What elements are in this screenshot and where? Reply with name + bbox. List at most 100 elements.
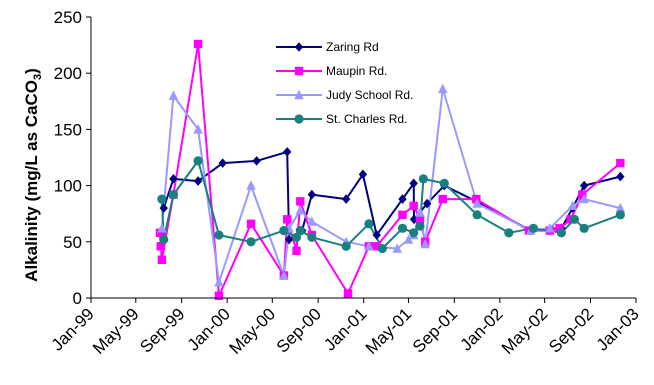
- data-point-judy-school-rd: [157, 223, 167, 233]
- data-point-zaring-rd: [218, 158, 227, 168]
- data-point-zaring-rd: [579, 180, 589, 191]
- x-tick-label: May-02: [498, 304, 552, 358]
- data-point-maupin-rd: [398, 210, 407, 220]
- data-point-st-charles-rd: [159, 234, 169, 245]
- data-point-maupin-rd: [296, 197, 305, 206]
- data-point-zaring-rd: [372, 230, 381, 240]
- data-point-zaring-rd: [283, 147, 292, 157]
- data-point-maupin-rd: [155, 228, 165, 238]
- data-point-st-charles-rd: [377, 243, 387, 254]
- data-point-zaring-rd: [252, 156, 261, 166]
- data-point-maupin-rd: [438, 194, 447, 204]
- data-point-st-charles-rd: [279, 225, 289, 236]
- data-point-zaring-rd: [616, 171, 625, 182]
- legend-marker-st-charles-rd: [294, 114, 304, 124]
- series-line-st-charles-rd: [160, 159, 621, 250]
- data-point-judy-school-rd: [545, 223, 555, 233]
- data-point-st-charles-rd: [307, 232, 317, 242]
- series-line-maupin-rd: [159, 43, 621, 297]
- legend-label-judy-school-rd: Judy School Rd.: [326, 88, 413, 102]
- data-point-st-charles-rd: [214, 230, 224, 240]
- data-point-judy-school-rd: [392, 243, 403, 253]
- data-point-judy-school-rd: [472, 198, 482, 208]
- data-point-judy-school-rd: [437, 83, 448, 94]
- data-point-st-charles-rd: [168, 189, 179, 200]
- x-tick-label: Sep-01: [409, 304, 461, 356]
- data-point-st-charles-rd: [528, 223, 539, 233]
- legend-marker-maupin-rd: [294, 66, 304, 76]
- legend-label-maupin-rd: Maupin Rd.: [326, 64, 387, 78]
- data-point-zaring-rd: [307, 189, 317, 200]
- legend: Zaring Rd Maupin Rd. Judy School Rd. St. Ch…: [276, 40, 413, 126]
- data-point-st-charles-rd: [579, 223, 589, 233]
- y-tick-label: 250: [54, 8, 82, 27]
- y-tick-label: 150: [54, 120, 82, 139]
- data-point-zaring-rd: [159, 203, 168, 213]
- data-point-judy-school-rd: [579, 193, 589, 204]
- data-point-maupin-rd: [156, 242, 165, 251]
- y-axis-title-main: Alkalinity (mg/L as CaCO: [22, 80, 41, 282]
- data-point-st-charles-rd: [409, 228, 419, 238]
- data-point-st-charles-rd: [504, 228, 514, 238]
- data-point-maupin-rd: [193, 39, 203, 49]
- axes: 0 50 100 150 200 250 Jan-99May-99Sep-99Jan-00…: [48, 8, 643, 358]
- data-point-st-charles-rd: [193, 156, 203, 166]
- data-point-zaring-rd: [193, 176, 203, 186]
- legend-marker-judy-school-rd: [294, 89, 304, 100]
- data-point-judy-school-rd: [415, 207, 425, 217]
- data-point-maupin-rd: [372, 242, 381, 251]
- data-point-maupin-rd: [292, 246, 301, 255]
- data-point-st-charles-rd: [472, 210, 482, 220]
- data-point-zaring-rd: [341, 194, 351, 204]
- data-point-maupin-rd: [246, 219, 256, 229]
- data-point-judy-school-rd: [214, 277, 224, 287]
- data-point-maupin-rd: [415, 215, 425, 224]
- x-ticks: Jan-99May-99Sep-99Jan-00May-00Sep-00Jan-…: [48, 298, 643, 358]
- data-point-maupin-rd: [283, 215, 292, 224]
- data-point-zaring-rd: [169, 174, 178, 184]
- y-tick-label: 0: [73, 289, 82, 308]
- x-tick-label: Sep-99: [136, 304, 188, 356]
- data-point-judy-school-rd: [193, 124, 203, 134]
- data-point-maupin-rd: [214, 291, 224, 300]
- x-tick-label: Jan-00: [184, 304, 234, 354]
- data-point-st-charles-rd: [415, 221, 425, 231]
- data-point-judy-school-rd: [168, 90, 179, 100]
- data-point-maupin-rd: [578, 190, 587, 199]
- y-axis-title-close: ): [22, 68, 41, 74]
- data-point-judy-school-rd: [295, 205, 306, 215]
- data-point-judy-school-rd: [420, 238, 431, 249]
- data-point-st-charles-rd: [439, 178, 449, 188]
- data-point-judy-school-rd: [279, 270, 289, 280]
- data-point-judy-school-rd: [567, 200, 578, 211]
- data-point-st-charles-rd: [246, 237, 256, 247]
- data-point-st-charles-rd: [556, 228, 566, 238]
- data-point-zaring-rd: [358, 169, 368, 180]
- data-point-st-charles-rd: [341, 241, 351, 251]
- data-point-maupin-rd: [616, 158, 625, 168]
- data-point-st-charles-rd: [291, 232, 302, 242]
- legend-label-st-charles-rd: St. Charles Rd.: [326, 112, 407, 126]
- data-point-zaring-rd: [398, 194, 407, 204]
- data-point-st-charles-rd: [397, 223, 408, 233]
- x-tick-label: May-99: [89, 304, 143, 358]
- y-axis-title: Alkalinity (mg/L as CaCO3): [22, 68, 44, 282]
- legend-marker-zaring-rd: [294, 42, 304, 52]
- y-tick-label: 50: [63, 233, 82, 252]
- y-tick-label: 200: [54, 64, 82, 83]
- data-point-judy-school-rd: [246, 180, 256, 190]
- data-point-zaring-rd: [422, 198, 432, 209]
- data-point-maupin-rd: [409, 201, 418, 211]
- x-tick-label: Jan-03: [593, 304, 643, 354]
- data-point-judy-school-rd: [307, 216, 317, 226]
- data-point-st-charles-rd: [615, 210, 625, 220]
- y-axis-title-subscript: 3: [32, 74, 44, 80]
- data-point-st-charles-rd: [364, 219, 374, 229]
- data-point-st-charles-rd: [569, 214, 580, 224]
- data-point-maupin-rd: [555, 224, 564, 233]
- x-tick-label: May-01: [362, 304, 416, 358]
- data-point-st-charles-rd: [295, 225, 305, 236]
- plot-lines: [159, 43, 621, 297]
- data-point-maupin-rd: [343, 289, 353, 298]
